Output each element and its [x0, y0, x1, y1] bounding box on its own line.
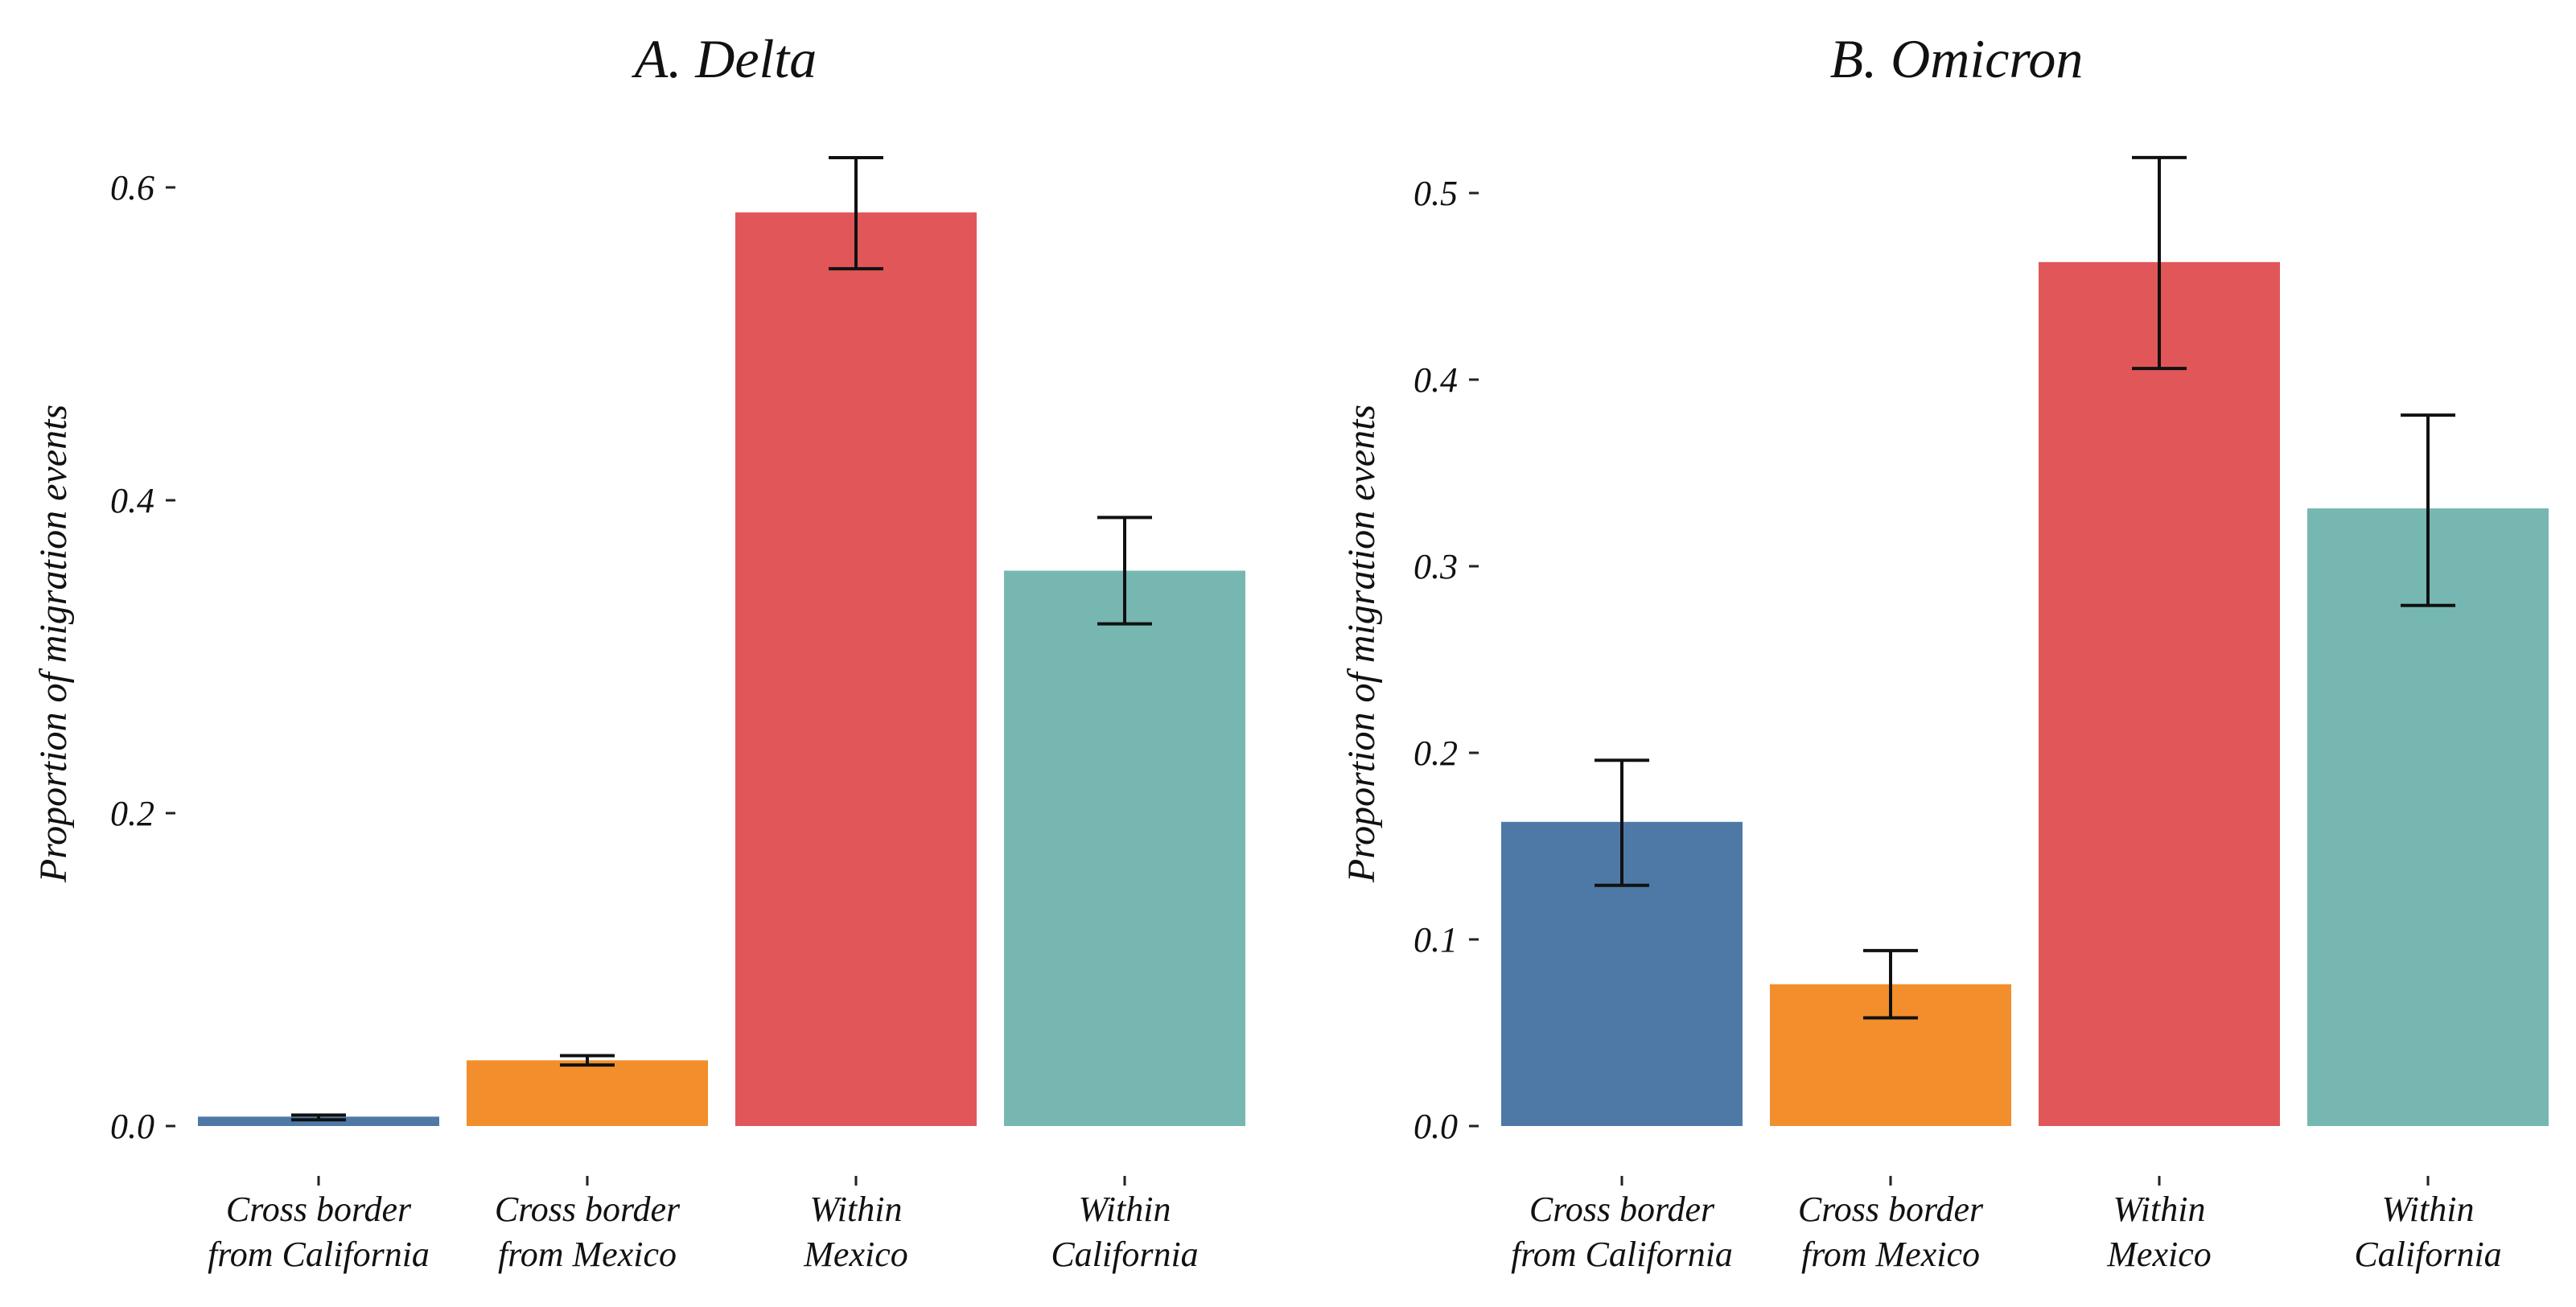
error-bar [2132, 155, 2187, 371]
bar [1004, 570, 1245, 1126]
y-tick-label: 0.3 [1414, 547, 1458, 586]
x-tick-label: Within California [2354, 1190, 2501, 1274]
y-tick-label: 0.5 [1414, 174, 1458, 213]
error-bar [560, 1054, 615, 1067]
panel-omicron: B. Omicron Proportion of migration event… [1340, 28, 2549, 1274]
error-bar [2401, 413, 2455, 607]
panel-title: B. Omicron [1830, 28, 2084, 89]
error-bar [291, 1113, 346, 1122]
bar [467, 1060, 708, 1126]
y-tick-label: 0.0 [1414, 1107, 1458, 1146]
x-tick-label: Cross border from California [1511, 1190, 1733, 1274]
y-tick-label: 0.4 [1414, 360, 1458, 400]
x-tick-label: Cross border from Mexico [1798, 1190, 1984, 1274]
y-tick-label: 0.4 [110, 481, 154, 520]
bar [735, 212, 977, 1126]
x-tick-label: Within Mexico [803, 1190, 907, 1274]
error-bar [1863, 948, 1918, 1020]
x-tick-label: Within Mexico [2106, 1190, 2211, 1274]
y-tick-label: 0.0 [110, 1107, 154, 1146]
y-tick-label: 0.1 [1414, 920, 1458, 960]
bar [2307, 508, 2549, 1126]
x-tick-label: Within California [1051, 1190, 1198, 1274]
error-bar [1097, 516, 1152, 626]
y-tick-label: 0.2 [1414, 734, 1458, 773]
error-bar [829, 156, 883, 271]
y-axis-label: Proportion of migration events [32, 405, 75, 883]
error-bar [1595, 758, 1649, 887]
x-tick-label: Cross border from California [208, 1190, 430, 1274]
y-tick-label: 0.6 [110, 168, 154, 208]
bar [2039, 261, 2280, 1127]
y-tick-label: 0.2 [110, 794, 154, 833]
y-axis-label: Proportion of migration events [1340, 405, 1383, 883]
x-tick-label: Cross border from Mexico [495, 1190, 681, 1274]
panel-title: A. Delta [632, 28, 817, 89]
panel-delta: A. Delta Proportion of migration events … [32, 28, 1245, 1274]
